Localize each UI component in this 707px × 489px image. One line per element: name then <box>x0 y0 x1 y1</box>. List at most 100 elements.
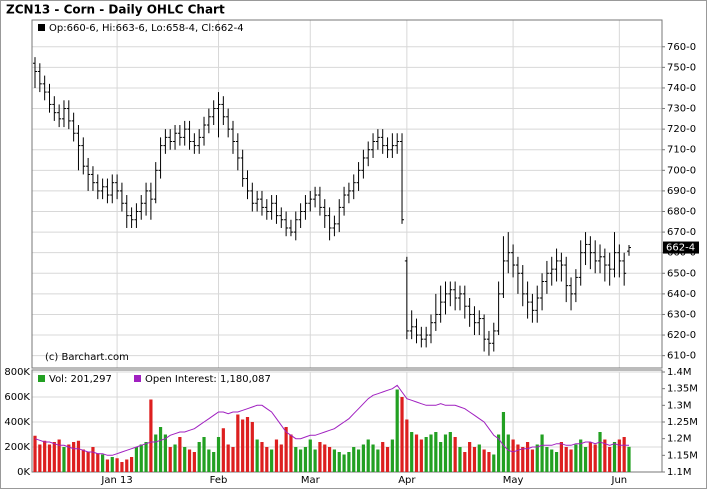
volume-bar <box>187 449 192 472</box>
volume-bar <box>33 435 37 472</box>
volume-bar <box>129 457 134 472</box>
volume-bar <box>207 449 211 472</box>
volume-bar <box>366 439 370 472</box>
y2-tick-label: 1.2M <box>667 434 692 445</box>
y-tick-label: 740-0 <box>667 83 696 94</box>
legend-text: Open Interest: 1,180,087 <box>145 374 271 385</box>
y-tick-label: 710-0 <box>667 145 696 156</box>
last-price-label: 662-4 <box>666 243 695 254</box>
volume-bar <box>221 428 225 472</box>
volume-bar <box>178 437 182 472</box>
y-tick-label: 670-0 <box>667 227 696 238</box>
volume-bar <box>323 444 327 472</box>
volume-bar <box>332 449 337 472</box>
volume-bar <box>487 452 491 472</box>
volume-bar <box>47 444 52 472</box>
credit: (c) Barchart.com <box>45 352 129 363</box>
volume-bar <box>279 444 283 472</box>
volume-bar <box>593 444 597 472</box>
y-tick-label: 720-0 <box>667 124 696 135</box>
volume-bar <box>381 442 385 472</box>
volume-bar <box>419 439 423 472</box>
volume-bar <box>521 447 525 472</box>
y2-tick-label: 1.35M <box>667 384 698 395</box>
volume-bar <box>86 452 90 472</box>
y-tick-label: 400K <box>4 417 30 428</box>
y-tick-label: 680-0 <box>667 207 696 218</box>
volume-bar <box>347 452 351 472</box>
volume-bar <box>76 440 81 472</box>
volume-bar <box>303 447 308 472</box>
y-tick-label: 600K <box>4 392 30 403</box>
volume-bar <box>91 447 95 472</box>
volume-bar <box>482 449 486 472</box>
y-tick-label: 650-0 <box>667 268 696 279</box>
volume-bar <box>497 434 501 472</box>
volume-bar <box>559 442 563 472</box>
volume-bar <box>443 434 448 472</box>
volume-bar <box>255 439 259 472</box>
y-tick-label: 200K <box>4 442 30 453</box>
y-tick-label: 640-0 <box>667 289 696 300</box>
volume-bar <box>250 422 254 472</box>
volume-bar <box>434 432 438 472</box>
volume-bar <box>583 447 588 472</box>
volume-bar <box>535 444 539 472</box>
volume-bar <box>395 389 399 472</box>
y-tick-label: 690-0 <box>667 186 696 197</box>
y2-tick-label: 1.3M <box>667 400 692 411</box>
volume-bar <box>168 447 172 472</box>
volume-bar <box>477 444 481 472</box>
volume-bar <box>231 447 235 472</box>
volume-bar <box>274 439 279 472</box>
volume-bar <box>158 427 163 472</box>
volume-bar <box>400 397 404 472</box>
volume-bar <box>197 442 201 472</box>
volume-bar <box>120 462 124 472</box>
y2-tick-label: 1.4M <box>667 367 692 378</box>
x-tick-label: Mar <box>301 475 321 486</box>
y-tick-label: 620-0 <box>667 330 696 341</box>
y2-tick-label: 1.1M <box>667 467 692 478</box>
volume-bar <box>501 412 506 472</box>
volume-bar <box>352 447 356 472</box>
volume-bar <box>361 444 365 472</box>
x-tick-label: Feb <box>210 475 228 486</box>
volume-bar <box>105 459 110 472</box>
volume-bar <box>627 446 631 472</box>
volume-bar <box>38 444 42 472</box>
last-price-box <box>663 241 699 254</box>
y-tick-label: 800K <box>4 367 30 378</box>
volume-bar <box>390 439 394 472</box>
x-tick-label: Jan 13 <box>100 475 132 486</box>
volume-bar <box>405 419 409 472</box>
volume-bar <box>608 447 612 472</box>
volume-bar <box>439 442 443 472</box>
volume-bar <box>564 447 568 472</box>
volume-bar <box>579 439 583 472</box>
volume-bar <box>57 439 61 472</box>
volume-bar <box>226 444 230 472</box>
volume-bar <box>356 449 361 472</box>
volume-bar <box>598 432 602 472</box>
legend-swatch <box>38 24 45 31</box>
chart-title: ZCN13 - Corn - Daily OHLC Chart <box>6 3 225 17</box>
x-tick-label: Jun <box>611 475 628 486</box>
volume-bar <box>62 447 66 472</box>
volume-bar <box>236 414 240 472</box>
volume-bar <box>173 444 177 472</box>
volume-bar <box>424 437 428 472</box>
volume-bar <box>299 449 303 472</box>
volume-bar <box>260 442 264 472</box>
volume-bar <box>342 454 346 472</box>
volume-bar <box>163 434 167 472</box>
volume-bar <box>603 439 607 472</box>
volume-bar <box>453 437 457 472</box>
y-tick-label: 750-0 <box>667 62 696 73</box>
volume-bar <box>270 449 274 472</box>
volume-bar <box>516 444 520 472</box>
y-tick-label: 630-0 <box>667 309 696 320</box>
volume-bar <box>289 434 293 472</box>
